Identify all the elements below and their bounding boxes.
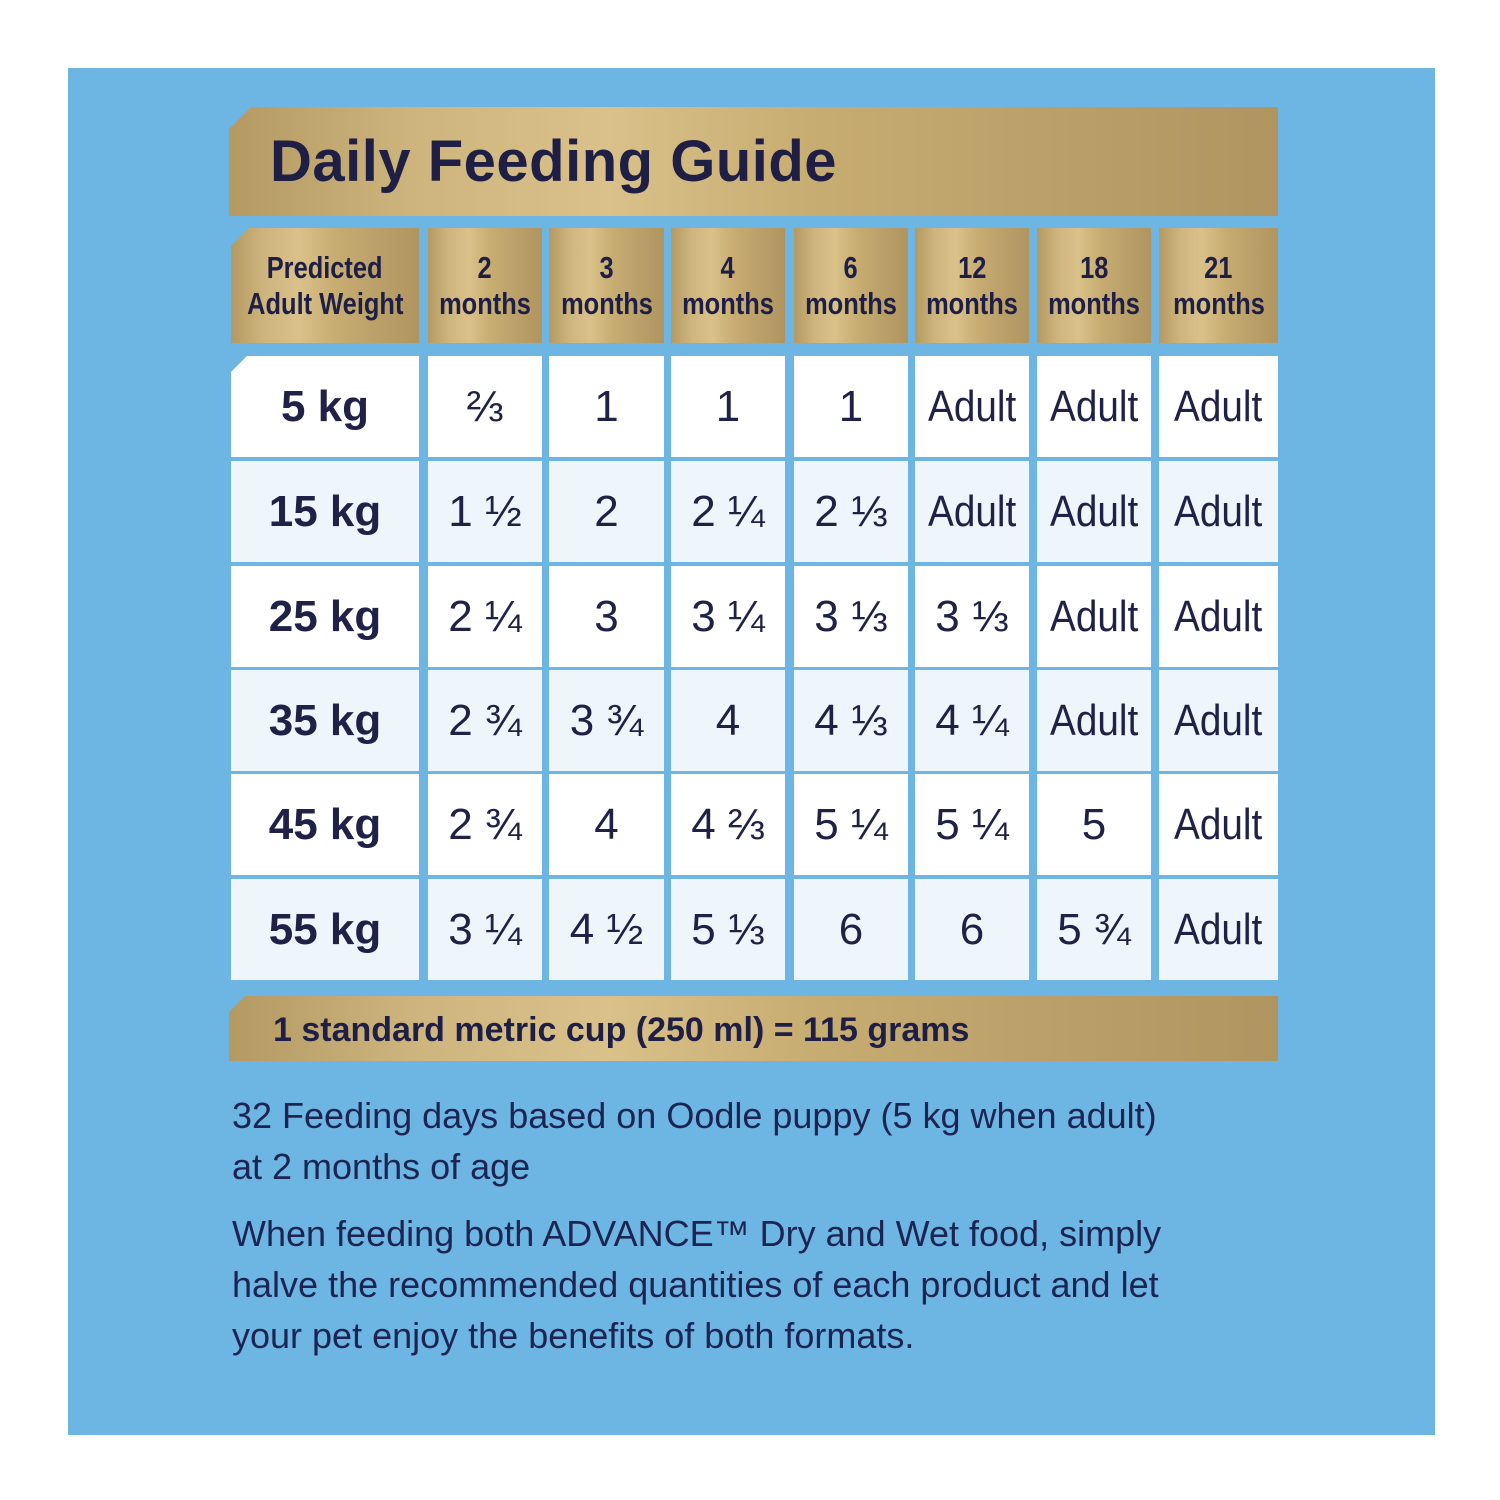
table-cell: 1 [794, 356, 908, 457]
column-header-line: months [926, 285, 1018, 321]
cell-value: Adult [1174, 591, 1263, 641]
column-header-age: 6 months [794, 228, 908, 343]
table-cell: Adult [1037, 461, 1151, 562]
table-cell: 2 ⅓ [794, 461, 908, 562]
table-cell: 3 ⅓ [794, 566, 908, 667]
cell-value: Adult [1049, 695, 1139, 745]
cell-value: Adult [1174, 695, 1263, 745]
row-weight-label: 5 kg [231, 356, 419, 457]
column-header-age: 18 months [1037, 228, 1151, 343]
table-cell: 5 ¼ [915, 774, 1029, 875]
cell-value: Adult [1174, 799, 1263, 849]
cell-value: Adult [1049, 591, 1139, 641]
table-cell: 3 ⅓ [915, 566, 1029, 667]
column-header-line: 21 [1204, 249, 1233, 285]
table-cell: 3 ¼ [671, 566, 785, 667]
column-header-line: months [682, 285, 774, 321]
column-header-age: 2 months [428, 228, 542, 343]
column-header-line: 3 [599, 249, 614, 285]
page-title: Daily Feeding Guide [270, 129, 838, 194]
table-cell: Adult [1159, 670, 1278, 771]
table-cell: 1 [671, 356, 785, 457]
column-header-line: 18 [1079, 249, 1109, 285]
column-header-line: 6 [843, 249, 859, 285]
table-cell: Adult [1037, 670, 1151, 771]
table-cell: 3 ¾ [549, 670, 664, 771]
column-header-weight: Predicted Adult Weight [231, 228, 419, 343]
cell-value: Adult [1174, 904, 1263, 954]
cell-value: Adult [927, 381, 1017, 431]
wet-dry-note: When feeding both ADVANCE™ Dry and Wet f… [232, 1213, 1162, 1356]
table-cell: 5 ¼ [794, 774, 908, 875]
column-header-line: 4 [720, 249, 736, 285]
cell-value: Adult [927, 486, 1017, 536]
column-header-line: 12 [957, 249, 987, 285]
column-header-line: months [1048, 285, 1140, 321]
table-cell: 4 ⅓ [794, 670, 908, 771]
column-header-age: 4 months [671, 228, 785, 343]
row-weight-label: 55 kg [231, 879, 419, 980]
table-cell: 3 [549, 566, 664, 667]
table-cell: 4 ¼ [915, 670, 1029, 771]
table-cell: 4 ⅔ [671, 774, 785, 875]
table-cell: 2 ¾ [428, 774, 542, 875]
column-header-line: 2 [477, 249, 493, 285]
table-cell: 4 [671, 670, 785, 771]
cup-conversion-banner: 1 standard metric cup (250 ml) = 115 gra… [229, 996, 1278, 1061]
table-cell: Adult [1037, 356, 1151, 457]
table-cell: 3 ¼ [428, 879, 542, 980]
column-header-line: Predicted [267, 249, 383, 285]
table-cell: 1 ½ [428, 461, 542, 562]
feeding-days-note: 32 Feeding days based on Oodle puppy (5 … [232, 1095, 1157, 1187]
table-cell: 5 ⅓ [671, 879, 785, 980]
row-weight-label: 15 kg [231, 461, 419, 562]
table-cell: 2 ¼ [671, 461, 785, 562]
table-cell: Adult [915, 461, 1029, 562]
cell-value: Adult [1174, 486, 1263, 536]
table-cell: 1 [549, 356, 664, 457]
table-cell: 5 ¾ [1037, 879, 1151, 980]
table-cell: 6 [915, 879, 1029, 980]
cup-conversion-text: 1 standard metric cup (250 ml) = 115 gra… [273, 1011, 970, 1049]
column-header-age: 21 months [1159, 228, 1278, 343]
table-cell: 2 ¼ [428, 566, 542, 667]
table-cell: Adult [1037, 566, 1151, 667]
table-cell: Adult [1159, 879, 1278, 980]
column-header-line: months [805, 285, 897, 321]
table-cell: 5 [1037, 774, 1151, 875]
cell-value: Adult [1174, 381, 1263, 431]
table-cell: Adult [1159, 356, 1278, 457]
table-cell: Adult [1159, 566, 1278, 667]
table-cell: Adult [915, 356, 1029, 457]
cell-value: Adult [1049, 486, 1139, 536]
row-weight-label: 25 kg [231, 566, 419, 667]
cell-value: Adult [1049, 381, 1139, 431]
table-cell: Adult [1159, 774, 1278, 875]
table-cell: Adult [1159, 461, 1278, 562]
row-weight-label: 45 kg [231, 774, 419, 875]
column-header-line: months [439, 285, 531, 321]
row-weight-label: 35 kg [231, 670, 419, 771]
table-cell: ⅔ [428, 356, 542, 457]
column-header-line: months [560, 285, 653, 321]
table-cell: 2 [549, 461, 664, 562]
table-cell: 2 ¾ [428, 670, 542, 771]
table-cell: 4 [549, 774, 664, 875]
column-header-line: months [1172, 285, 1265, 321]
column-header-age: 3 months [549, 228, 664, 343]
table-cell: 6 [794, 879, 908, 980]
table-cell: 4 ½ [549, 879, 664, 980]
title-banner: Daily Feeding Guide [229, 107, 1278, 216]
column-header-age: 12 months [915, 228, 1029, 343]
column-header-line: Adult Weight [246, 285, 404, 321]
